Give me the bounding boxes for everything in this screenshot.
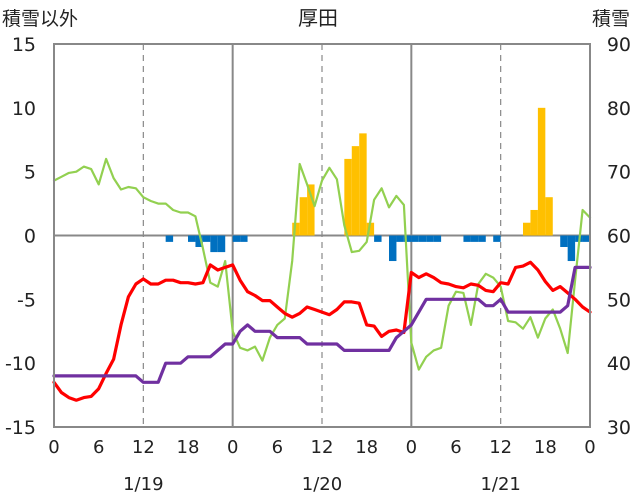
sunshine-bar <box>582 235 590 242</box>
sunshine-bar <box>426 235 434 242</box>
bar-layer <box>165 107 590 262</box>
x-hour-label: 18 <box>355 437 378 458</box>
sunshine-bar <box>389 235 397 262</box>
sunshine-bar <box>463 235 471 242</box>
left-tick-label: 0 <box>24 226 36 248</box>
precip-bar <box>523 222 531 236</box>
precip-bar <box>530 209 538 236</box>
sunshine-bar <box>396 235 404 242</box>
sunshine-bar <box>403 235 412 242</box>
temperature-series-line <box>52 260 592 402</box>
x-hour-label: 6 <box>93 437 104 458</box>
sunshine-bar <box>478 235 486 242</box>
precip-bar <box>545 197 553 236</box>
sunshine-bar <box>165 235 174 242</box>
precip-bar <box>359 133 367 236</box>
sunshine-bar <box>240 235 248 242</box>
plot-frame <box>53 43 591 428</box>
sunshine-bar <box>418 235 427 242</box>
precip-bar <box>344 158 352 236</box>
x-hour-label: 6 <box>272 437 283 458</box>
right-tick-label: 60 <box>607 226 631 248</box>
right-tick-label: 30 <box>607 417 631 439</box>
x-hour-label: 18 <box>534 437 557 458</box>
right-tick-label: 50 <box>607 289 631 311</box>
x-hour-label: 18 <box>177 437 200 458</box>
sunshine-bar <box>470 235 479 242</box>
chart-title: 厚田 <box>298 6 338 30</box>
precip-bar <box>292 222 300 236</box>
sunshine-bar <box>567 235 576 262</box>
left-tick-label: 5 <box>24 162 36 184</box>
left-tick-label: -5 <box>17 289 36 311</box>
precip-bar <box>299 197 308 236</box>
right-axis-label: 積雪 <box>592 8 630 30</box>
sunshine-bar <box>195 235 203 247</box>
right-tick-label: 40 <box>607 353 631 375</box>
x-hour-label: 0 <box>584 437 595 458</box>
sunshine-bar <box>202 235 211 242</box>
left-tick-label: -10 <box>5 353 36 375</box>
sunshine-bar <box>433 235 442 242</box>
sunshine-bar <box>232 235 241 242</box>
precip-bar <box>366 222 375 236</box>
x-hour-label: 12 <box>311 437 334 458</box>
right-tick-label: 70 <box>607 162 631 184</box>
left-tick-label: 10 <box>12 98 36 120</box>
left-tick-label: 15 <box>12 34 36 56</box>
date-label: 1/19 <box>123 474 163 495</box>
left-tick-label: -15 <box>5 417 36 439</box>
x-hour-label: 6 <box>450 437 461 458</box>
left-axis-label: 積雪以外 <box>2 8 78 30</box>
sunshine-bar <box>560 235 568 247</box>
date-label: 1/20 <box>302 474 342 495</box>
precip-bar <box>351 146 360 236</box>
sunshine-bar <box>493 235 501 242</box>
sunshine-bar <box>411 235 419 242</box>
x-hour-label: 12 <box>132 437 155 458</box>
sunshine-bar <box>188 235 196 242</box>
x-hour-label: 0 <box>227 437 238 458</box>
sunshine-bar <box>217 235 226 253</box>
sunshine-bar <box>374 235 382 242</box>
right-tick-label: 90 <box>607 34 631 56</box>
right-tick-label: 80 <box>607 98 631 120</box>
line-layer <box>52 157 592 402</box>
date-label: 1/21 <box>480 474 520 495</box>
x-hour-label: 12 <box>489 437 512 458</box>
snow_depth-series-line <box>52 265 592 384</box>
x-hour-label: 0 <box>48 437 59 458</box>
precip-bar <box>537 107 546 236</box>
wind-series-line <box>52 157 592 371</box>
sunshine-bar <box>210 235 218 253</box>
x-hour-label: 0 <box>406 437 417 458</box>
precip-bar <box>307 184 315 236</box>
